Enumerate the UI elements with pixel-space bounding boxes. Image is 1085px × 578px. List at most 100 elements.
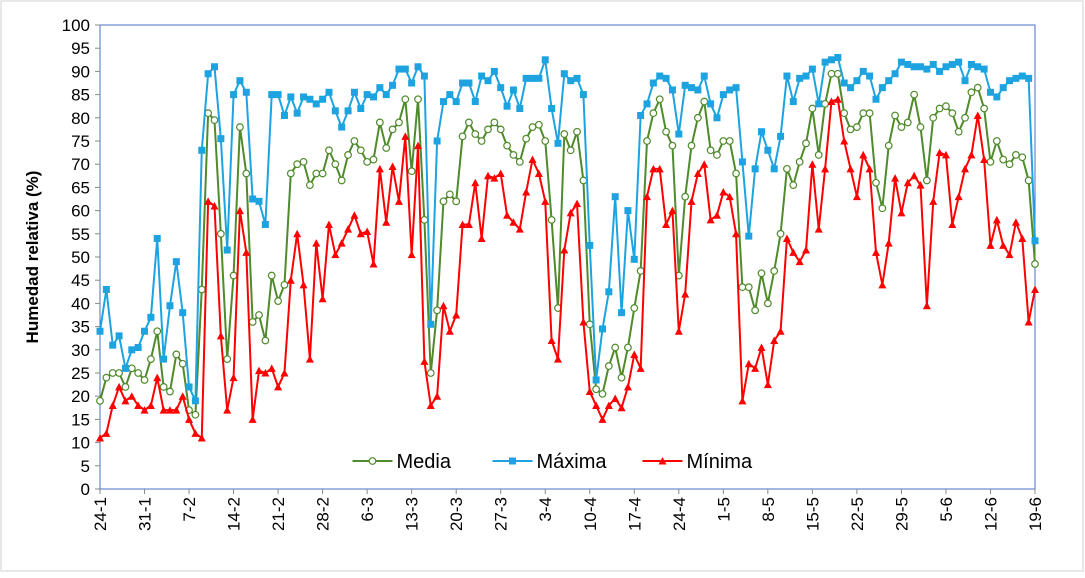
point bbox=[433, 392, 442, 400]
point bbox=[503, 102, 511, 110]
point bbox=[707, 100, 715, 108]
point bbox=[955, 58, 963, 66]
x-tick-label: 17-4 bbox=[625, 497, 644, 531]
point bbox=[942, 63, 950, 71]
point bbox=[414, 141, 423, 150]
point bbox=[395, 118, 403, 127]
point bbox=[993, 93, 1001, 101]
x-tick-label: 28-2 bbox=[314, 497, 333, 531]
point bbox=[458, 132, 467, 141]
point bbox=[235, 206, 244, 215]
point bbox=[821, 99, 830, 108]
point bbox=[732, 84, 740, 92]
point bbox=[363, 227, 372, 235]
point bbox=[796, 74, 804, 82]
point bbox=[350, 211, 359, 219]
point bbox=[853, 123, 861, 131]
point bbox=[827, 69, 836, 78]
point bbox=[109, 341, 117, 349]
point bbox=[191, 397, 199, 405]
y-tick-label: 30 bbox=[71, 341, 90, 360]
point bbox=[719, 188, 728, 196]
point bbox=[674, 327, 683, 335]
point bbox=[961, 164, 970, 173]
point bbox=[1024, 176, 1033, 185]
y-tick-label: 50 bbox=[71, 248, 90, 267]
point bbox=[350, 88, 358, 96]
point bbox=[96, 327, 104, 335]
point bbox=[1005, 160, 1014, 169]
point bbox=[859, 109, 868, 118]
point bbox=[134, 369, 143, 377]
point bbox=[802, 139, 810, 148]
point bbox=[465, 118, 473, 127]
point bbox=[744, 283, 753, 292]
point bbox=[643, 137, 651, 145]
point bbox=[859, 67, 867, 75]
point bbox=[658, 457, 667, 465]
point bbox=[356, 229, 365, 238]
point bbox=[833, 69, 842, 78]
x-tick-label: 3-4 bbox=[536, 497, 555, 522]
point bbox=[369, 155, 378, 164]
point bbox=[865, 164, 874, 173]
point bbox=[287, 93, 295, 101]
point bbox=[414, 63, 422, 71]
point bbox=[980, 155, 989, 164]
point bbox=[916, 181, 925, 189]
point bbox=[936, 67, 944, 75]
point bbox=[229, 271, 238, 280]
point bbox=[484, 77, 492, 85]
point bbox=[522, 74, 530, 82]
point bbox=[611, 193, 619, 201]
point bbox=[198, 146, 206, 154]
point bbox=[726, 86, 734, 94]
point bbox=[331, 160, 340, 169]
point bbox=[179, 309, 187, 317]
point bbox=[789, 248, 798, 256]
point bbox=[452, 98, 460, 106]
point bbox=[922, 301, 931, 310]
point bbox=[866, 72, 874, 80]
point bbox=[668, 86, 676, 94]
point bbox=[903, 118, 912, 127]
point bbox=[197, 433, 206, 442]
point bbox=[134, 401, 143, 409]
point bbox=[655, 164, 664, 173]
x-tick-label: 27-3 bbox=[492, 497, 511, 531]
series-line bbox=[99, 97, 1036, 440]
point bbox=[445, 190, 454, 199]
point bbox=[693, 169, 702, 177]
point bbox=[331, 107, 339, 115]
point bbox=[917, 63, 925, 71]
point bbox=[127, 392, 136, 400]
point bbox=[725, 192, 734, 201]
point bbox=[369, 259, 378, 268]
point bbox=[630, 304, 639, 312]
point bbox=[954, 127, 963, 136]
point bbox=[618, 309, 626, 317]
point bbox=[897, 58, 905, 66]
point bbox=[496, 169, 505, 177]
point bbox=[903, 178, 912, 187]
point bbox=[376, 84, 384, 92]
point bbox=[471, 178, 480, 187]
point bbox=[216, 331, 225, 340]
point bbox=[439, 197, 448, 206]
y-tick-label: 80 bbox=[71, 109, 90, 128]
point bbox=[1031, 237, 1039, 245]
y-tick-label: 100 bbox=[62, 16, 90, 35]
point bbox=[242, 169, 251, 178]
point bbox=[509, 151, 518, 159]
point bbox=[961, 113, 969, 122]
point bbox=[1031, 260, 1039, 268]
x-tick-label: 19-6 bbox=[1026, 497, 1045, 531]
point bbox=[324, 220, 333, 229]
point bbox=[681, 192, 690, 201]
point bbox=[560, 70, 568, 78]
point bbox=[509, 457, 516, 465]
point bbox=[808, 65, 816, 73]
point bbox=[681, 290, 690, 298]
point bbox=[808, 160, 817, 168]
point bbox=[368, 457, 377, 465]
